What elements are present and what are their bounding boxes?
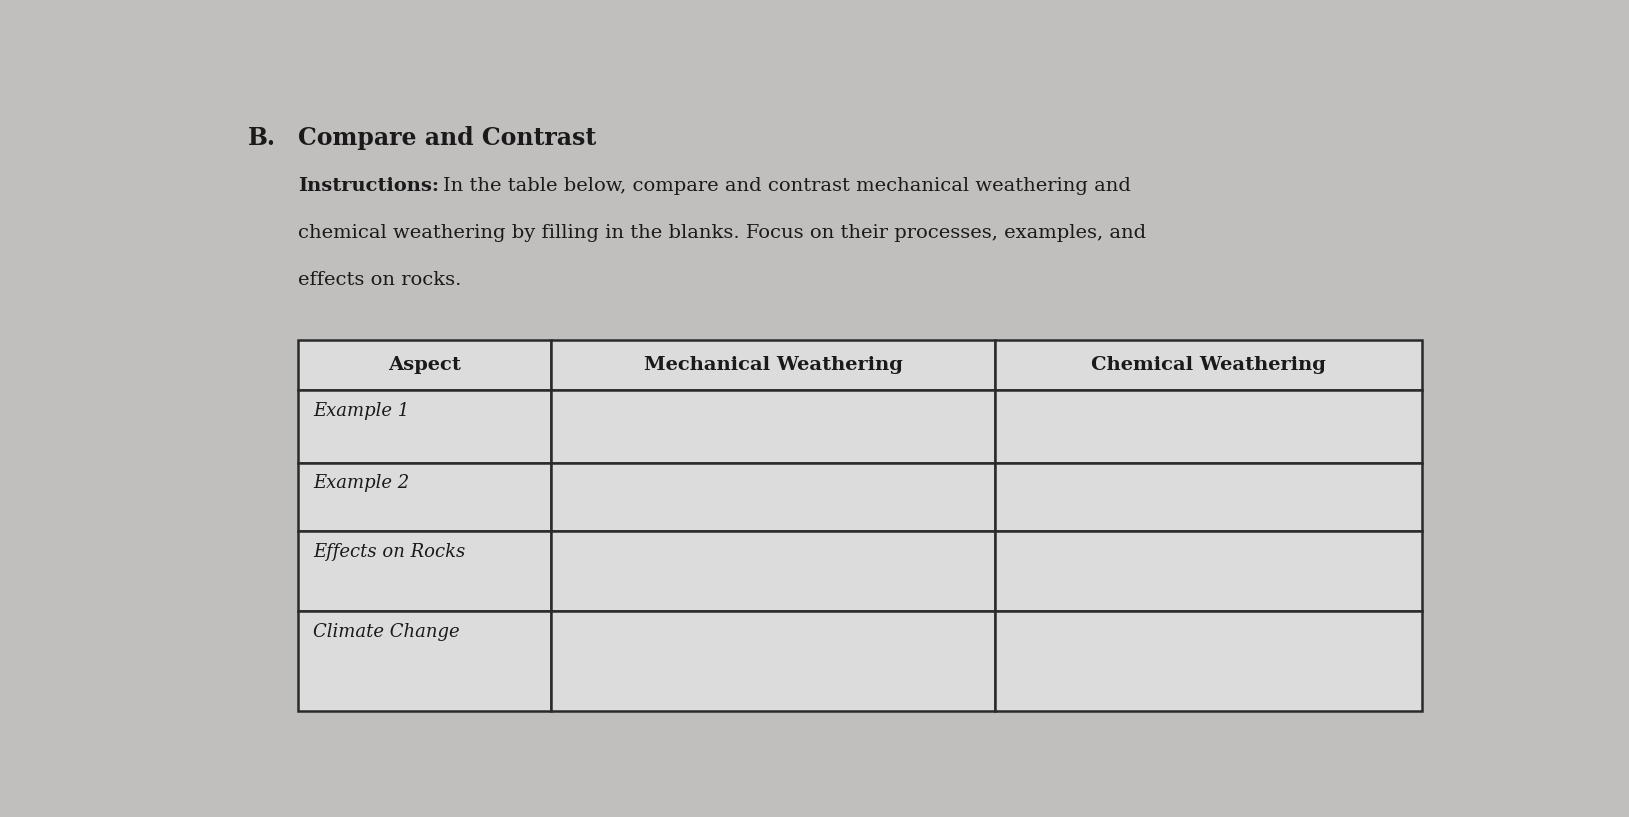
Text: Chemical Weathering: Chemical Weathering	[1091, 356, 1326, 374]
Text: effects on rocks.: effects on rocks.	[298, 271, 461, 289]
Bar	[551, 611, 995, 712]
Text: In the table below, compare and contrast mechanical weathering and: In the table below, compare and contrast…	[443, 176, 1132, 194]
Bar	[298, 531, 551, 611]
Bar	[298, 462, 551, 531]
Bar	[995, 531, 1422, 611]
Bar	[995, 462, 1422, 531]
Text: Aspect: Aspect	[388, 356, 461, 374]
Text: chemical weathering by filling in the blanks. Focus on their processes, examples: chemical weathering by filling in the bl…	[298, 224, 1147, 242]
Text: Example 2: Example 2	[313, 474, 411, 492]
Bar	[551, 340, 995, 391]
Text: Climate Change: Climate Change	[313, 623, 459, 641]
Text: Example 1: Example 1	[313, 402, 411, 420]
Bar	[551, 531, 995, 611]
Text: Effects on Rocks: Effects on Rocks	[313, 542, 466, 560]
Bar	[298, 340, 551, 391]
Bar	[298, 611, 551, 712]
Text: Mechanical Weathering: Mechanical Weathering	[643, 356, 902, 374]
Bar	[995, 611, 1422, 712]
Bar	[995, 391, 1422, 462]
Bar	[551, 462, 995, 531]
Bar	[551, 391, 995, 462]
Bar	[995, 340, 1422, 391]
Bar	[298, 391, 551, 462]
Text: B.: B.	[248, 127, 275, 150]
Text: Compare and Contrast: Compare and Contrast	[298, 127, 596, 150]
Text: Instructions:: Instructions:	[298, 176, 440, 194]
